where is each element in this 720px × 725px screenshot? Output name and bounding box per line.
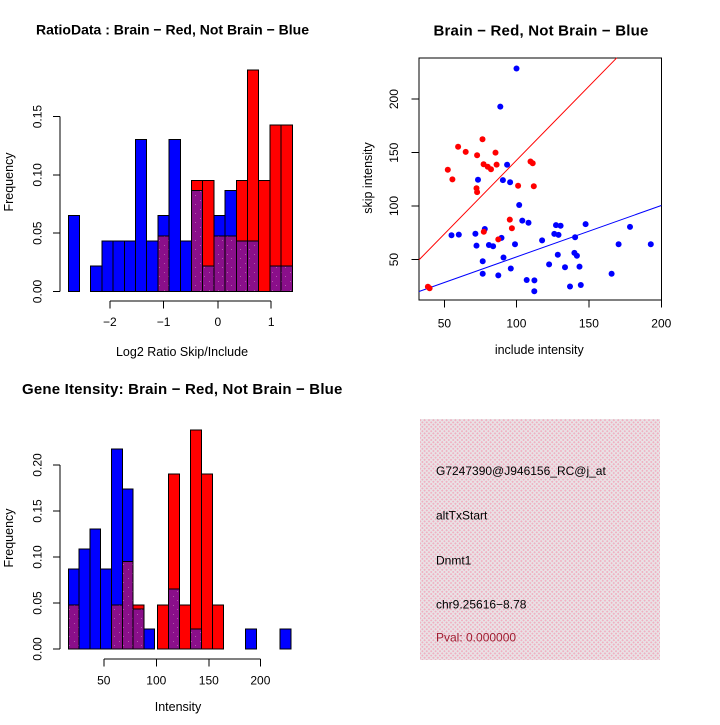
svg-text:0.00: 0.00: [31, 279, 45, 303]
svg-text:Log2 Ratio Skip/Include: Log2 Ratio Skip/Include: [116, 345, 248, 359]
svg-text:Frequency: Frequency: [2, 508, 16, 568]
svg-text:0.10: 0.10: [31, 163, 45, 187]
svg-text:−2: −2: [103, 315, 117, 329]
svg-text:0.10: 0.10: [31, 545, 45, 569]
svg-text:Brain − Red, Not Brain − Blue: Brain − Red, Not Brain − Blue: [433, 23, 648, 40]
svg-text:0: 0: [214, 315, 221, 329]
svg-text:0.00: 0.00: [31, 637, 45, 661]
svg-text:0.15: 0.15: [31, 499, 45, 523]
svg-text:skip intensity: skip intensity: [361, 141, 375, 213]
svg-text:include intensity: include intensity: [495, 343, 585, 357]
svg-text:chr9.25616−8.78: chr9.25616−8.78: [436, 597, 527, 611]
svg-text:100: 100: [387, 196, 401, 216]
svg-text:150: 150: [387, 142, 401, 162]
svg-text:0.05: 0.05: [31, 591, 45, 615]
svg-text:150: 150: [579, 317, 599, 331]
svg-text:RatioData : Brain − Red, Not B: RatioData : Brain − Red, Not Brain − Blu…: [36, 22, 309, 38]
svg-text:Frequency: Frequency: [2, 152, 16, 212]
svg-text:200: 200: [387, 89, 401, 109]
svg-text:1: 1: [268, 315, 275, 329]
svg-text:200: 200: [250, 674, 270, 688]
svg-text:Pval: 0.000000: Pval: 0.000000: [436, 630, 516, 644]
svg-text:0.20: 0.20: [31, 453, 45, 477]
svg-text:50: 50: [387, 253, 401, 267]
svg-text:G7247390@J946156_RC@j_at: G7247390@J946156_RC@j_at: [436, 464, 606, 478]
svg-text:0.05: 0.05: [31, 221, 45, 245]
svg-text:150: 150: [199, 674, 219, 688]
svg-text:Dnmt1: Dnmt1: [436, 554, 472, 568]
svg-text:Gene Itensity: Brain − Red, No: Gene Itensity: Brain − Red, Not Brain − …: [22, 381, 343, 398]
svg-text:50: 50: [438, 317, 452, 331]
svg-text:100: 100: [146, 674, 166, 688]
svg-text:50: 50: [97, 674, 111, 688]
svg-text:100: 100: [506, 317, 526, 331]
svg-text:−1: −1: [157, 315, 171, 329]
svg-text:Intensity: Intensity: [155, 700, 202, 714]
svg-text:altTxStart: altTxStart: [436, 509, 488, 523]
svg-text:0.15: 0.15: [31, 105, 45, 129]
svg-text:200: 200: [651, 317, 671, 331]
